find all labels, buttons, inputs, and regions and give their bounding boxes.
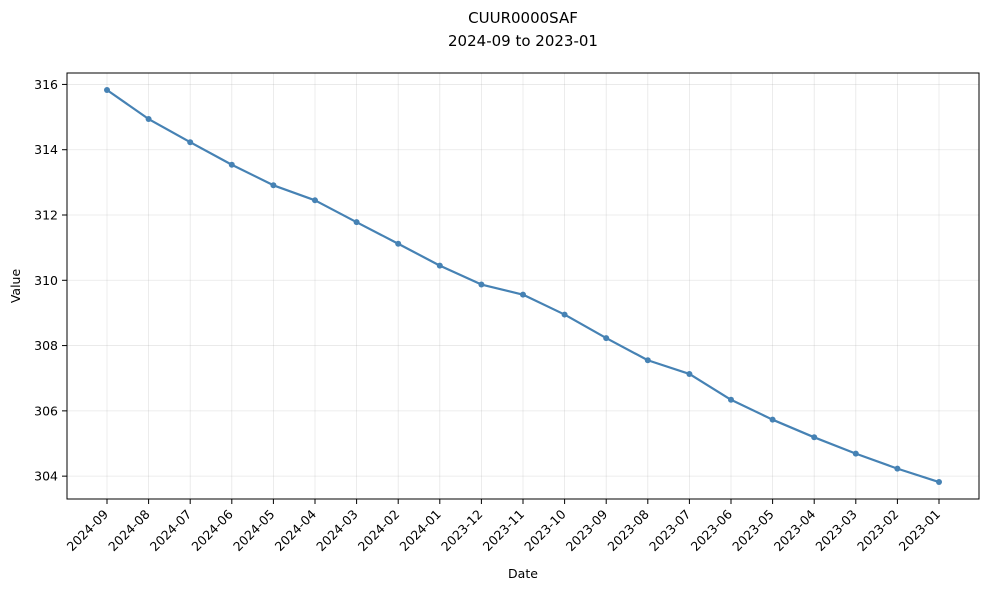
- y-tick-label: 310: [34, 273, 58, 288]
- data-point: [312, 197, 318, 204]
- data-point: [104, 86, 110, 93]
- data-point: [395, 240, 402, 247]
- y-tick-label: 312: [34, 208, 58, 223]
- data-point: [603, 335, 610, 342]
- data-point: [728, 396, 734, 403]
- data-point: [228, 161, 235, 168]
- data-point: [644, 357, 651, 364]
- data-point: [436, 262, 443, 269]
- data-point: [894, 465, 901, 472]
- chart-title: CUUR0000SAF: [468, 9, 578, 27]
- data-point: [936, 479, 942, 486]
- data-point: [353, 219, 360, 226]
- data-point: [187, 139, 194, 146]
- y-tick-label: 304: [34, 469, 58, 484]
- y-tick-label: 314: [34, 142, 58, 157]
- y-tick-label: 316: [34, 77, 58, 92]
- chart-subtitle: 2024-09 to 2023-01: [448, 32, 598, 50]
- y-axis-label: Value: [8, 269, 23, 304]
- y-tick-layer: 304 306 308 310 312 314 316: [34, 77, 67, 484]
- y-tick-label: 308: [34, 338, 58, 353]
- data-point: [270, 182, 277, 189]
- data-point: [520, 291, 526, 298]
- x-axis-label: Date: [508, 566, 538, 581]
- data-point: [686, 370, 693, 377]
- data-point: [852, 450, 859, 457]
- data-point: [478, 281, 485, 288]
- data-point: [769, 416, 776, 423]
- data-point: [811, 434, 818, 441]
- data-point: [561, 311, 568, 318]
- data-point: [145, 116, 152, 123]
- series-layer: [104, 86, 942, 486]
- y-tick-label: 306: [34, 403, 58, 418]
